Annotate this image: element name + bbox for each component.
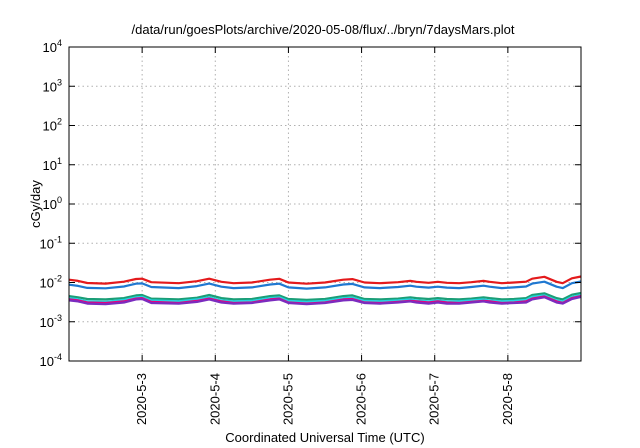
x-tick-label: 2020-5-7: [427, 373, 442, 425]
y-tick-label: 102: [43, 117, 62, 134]
chart-title: /data/run/goesPlots/archive/2020-05-08/f…: [132, 22, 515, 37]
y-axis: 10-4 10-3 10-2 10-1 100 101 102 103 104: [40, 38, 581, 369]
x-tick-label: 2020-5-8: [500, 373, 515, 425]
y-tick-label: 100: [43, 195, 62, 212]
series-line-2: [68, 280, 582, 290]
series-line-3: [68, 291, 582, 301]
series-line-4: [68, 293, 582, 303]
x-axis: 2020-5-3 2020-5-4 2020-5-5 2020-5-6 2020-5-7…: [134, 47, 515, 425]
x-axis-label: Coordinated Universal Time (UTC): [225, 430, 424, 445]
y-tick-label: 104: [43, 38, 62, 55]
series-line-6: [68, 295, 582, 306]
x-tick-label: 2020-5-6: [354, 373, 369, 425]
series-line-1: [68, 275, 582, 285]
y-tick-label: 10-1: [40, 234, 62, 251]
x-tick-label: 2020-5-3: [134, 373, 149, 425]
series-group: [68, 275, 582, 306]
x-tick-label: 2020-5-4: [207, 373, 222, 425]
x-tick-label: 2020-5-5: [280, 373, 295, 425]
grid: [69, 47, 581, 361]
y-axis-label: cGy/day: [28, 180, 43, 228]
y-tick-label: 10-2: [40, 274, 62, 291]
y-tick-label: 10-3: [40, 313, 62, 330]
y-tick-label: 101: [43, 156, 62, 173]
y-tick-label: 103: [43, 77, 62, 94]
y-tick-label: 10-4: [40, 352, 62, 369]
